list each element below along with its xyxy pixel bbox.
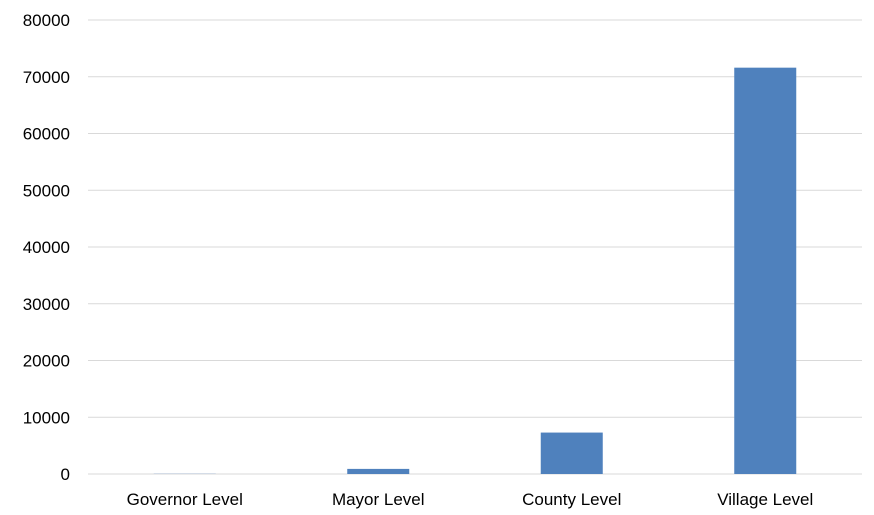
x-tick-label: Governor Level <box>127 490 243 509</box>
x-tick-label: County Level <box>522 490 621 509</box>
y-tick-label: 40000 <box>23 238 70 257</box>
x-tick-label: Mayor Level <box>332 490 425 509</box>
y-tick-label: 20000 <box>23 352 70 371</box>
y-tick-label: 50000 <box>23 181 70 200</box>
bar-county-level <box>540 432 603 474</box>
x-axis-tick-labels: Governor Level Mayor Level County Level Vil… <box>127 490 814 509</box>
x-tick-label: Village Level <box>717 490 813 509</box>
y-tick-label: 10000 <box>23 408 70 427</box>
bar-village-level <box>734 67 797 475</box>
gridlines <box>88 19 862 475</box>
y-tick-label: 30000 <box>23 295 70 314</box>
y-tick-label: 80000 <box>23 11 70 30</box>
y-axis-tick-labels: 0 10000 20000 30000 40000 50000 60000 70000 8000… <box>23 11 70 484</box>
y-tick-label: 0 <box>61 465 70 484</box>
y-tick-label: 60000 <box>23 125 70 144</box>
bar-mayor-level <box>347 468 410 474</box>
bars <box>153 67 797 475</box>
y-tick-label: 70000 <box>23 68 70 87</box>
